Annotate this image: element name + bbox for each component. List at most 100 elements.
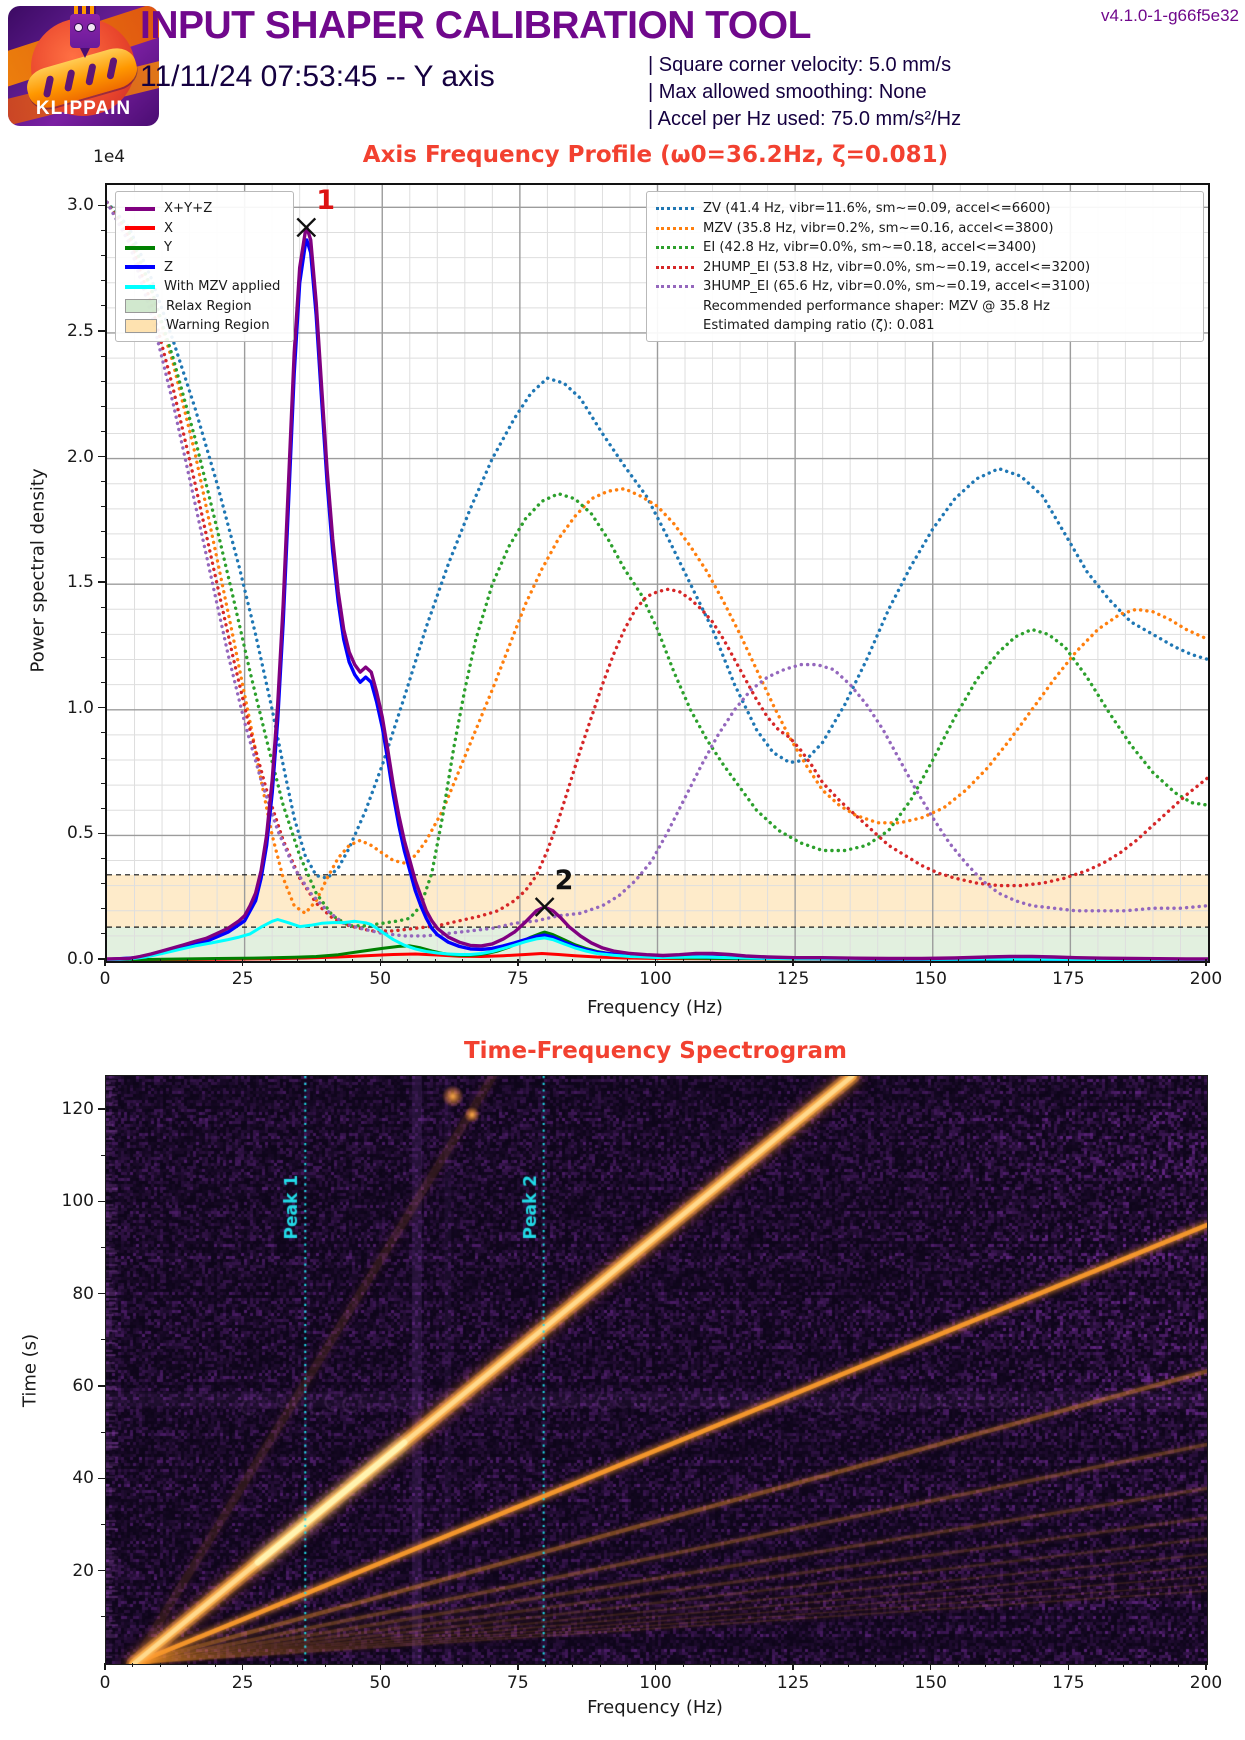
tick (1205, 1663, 1207, 1670)
legend-swatch (125, 245, 155, 250)
tick: 3.0 (66, 195, 94, 216)
tick (101, 1431, 105, 1433)
tick (957, 959, 959, 963)
legend-label: With MZV applied (164, 279, 281, 295)
legend-item: 3HUMP_EI (65.6 Hz, vibr=0.0%, sm~=0.19, … (656, 277, 1193, 297)
legend-item: With MZV applied (125, 277, 283, 297)
tick (985, 959, 987, 963)
tick (101, 380, 105, 382)
legend-swatch (125, 284, 155, 289)
tick (101, 1154, 105, 1156)
tick: 150 (914, 1673, 947, 1693)
tick (324, 1663, 326, 1667)
legend-swatch (125, 299, 157, 314)
legend-item: Y (125, 238, 283, 258)
tick (101, 631, 105, 633)
tick (132, 1663, 134, 1667)
tick: 100 (639, 1673, 672, 1693)
tick (187, 959, 189, 963)
psd-legend-shapers: ZV (41.4 Hz, vibr=11.6%, sm~=0.09, accel… (646, 191, 1204, 342)
logo-cables (74, 6, 96, 16)
legend-item: Z (125, 258, 283, 278)
legend-swatch (656, 226, 694, 230)
tick (98, 1293, 105, 1295)
tick (1150, 959, 1152, 963)
tick (930, 959, 932, 966)
tick (98, 330, 105, 332)
tick (101, 355, 105, 357)
tick (98, 204, 105, 207)
tick (101, 430, 105, 432)
spectrogram-x-axis-label: Frequency (Hz) (587, 1697, 723, 1718)
tick (517, 1663, 519, 1670)
psd-curve-XYZ (107, 225, 1208, 961)
peak-number-label: 1 (316, 185, 336, 217)
tick (1067, 1663, 1070, 1670)
tick (792, 959, 794, 966)
shaper-curve-ZV (107, 200, 1208, 880)
tick (214, 959, 216, 963)
peak-number-label: 2 (554, 864, 574, 896)
spectrogram-image (105, 1075, 1208, 1665)
tick (104, 959, 106, 966)
tick: 25 (231, 969, 254, 989)
logo-printhead (70, 14, 100, 48)
tick (101, 1339, 105, 1341)
tick (379, 959, 381, 966)
tick (269, 1663, 271, 1667)
tick (132, 959, 134, 963)
tick (101, 1247, 105, 1249)
tick (1012, 1663, 1014, 1667)
tick: 50 (369, 1673, 392, 1693)
logo-baguette-cut (42, 75, 55, 99)
tick (98, 1385, 105, 1387)
legend-item: EI (42.8 Hz, vibr=0.0%, sm~=0.18, accel<… (656, 238, 1193, 258)
tick (544, 1663, 546, 1667)
tick: 2.5 (66, 320, 94, 341)
tick (101, 531, 105, 533)
tick (765, 959, 767, 963)
tick: 0.5 (66, 823, 94, 844)
tick: 75 (507, 969, 529, 989)
legend-item: Relax Region (125, 297, 283, 317)
tick: 75 (507, 1673, 529, 1693)
legend-note: Estimated damping ratio (ζ): 0.081 (656, 316, 1193, 336)
tick (710, 959, 712, 963)
logo-baguette-cut (106, 56, 118, 80)
tick (98, 707, 105, 709)
legend-swatch (656, 246, 694, 250)
tick (98, 581, 105, 583)
tick (902, 1663, 904, 1667)
logo-baguette-cut (85, 62, 97, 86)
peak-marker-1 (296, 217, 317, 238)
legend-label: Warning Region (166, 318, 270, 334)
tick (101, 255, 105, 257)
tick (517, 959, 519, 966)
tick (737, 959, 739, 963)
tick (159, 1663, 161, 1667)
legend-label: ZV (41.4 Hz, vibr=11.6%, sm~=0.09, accel… (703, 201, 1051, 217)
legend-label: X+Y+Z (164, 201, 213, 217)
legend-label: Z (164, 259, 174, 275)
tick (101, 1524, 105, 1526)
tick (985, 1663, 987, 1667)
tick (101, 280, 105, 282)
tick (1040, 959, 1042, 963)
legend-item: 2HUMP_EI (53.8 Hz, vibr=0.0%, sm~=0.19, … (656, 258, 1193, 278)
legend-label: 2HUMP_EI (53.8 Hz, vibr=0.0%, sm~=0.19, … (703, 259, 1091, 275)
tick (792, 1663, 794, 1670)
tick (241, 959, 244, 966)
tick (98, 1108, 105, 1110)
tick (101, 556, 105, 558)
legend-note: Recommended performance shaper: MZV @ 35… (656, 297, 1193, 317)
legend-swatch (125, 265, 155, 270)
tick (765, 1663, 767, 1667)
page-title: INPUT SHAPER CALIBRATION TOOL (140, 4, 811, 47)
test-parameters: | Square corner velocity: 5.0 mm/s | Max … (648, 52, 961, 133)
shaper-curve-3HUMP_EI (107, 200, 1208, 938)
tick: 175 (1052, 969, 1085, 989)
tick: 120 (61, 1099, 94, 1120)
logo-nozzle (80, 48, 90, 58)
legend-label: X (164, 220, 174, 236)
